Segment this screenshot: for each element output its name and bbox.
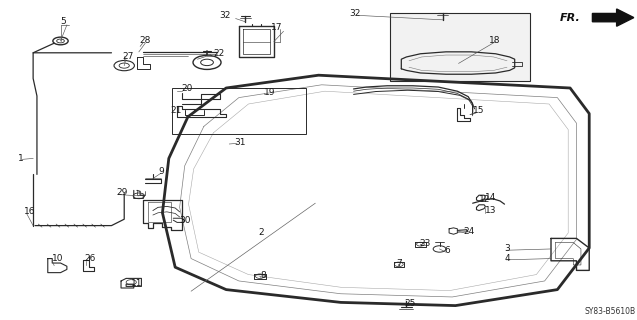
Text: 14: 14 <box>485 193 497 202</box>
Text: 24: 24 <box>464 227 475 236</box>
Text: 16: 16 <box>24 207 36 216</box>
FancyBboxPatch shape <box>390 13 530 81</box>
Polygon shape <box>592 9 634 26</box>
Text: 32: 32 <box>349 9 361 18</box>
Text: 13: 13 <box>485 206 497 215</box>
Text: 29: 29 <box>116 188 127 197</box>
Text: 26: 26 <box>84 254 96 263</box>
Text: 25: 25 <box>404 299 416 308</box>
Text: 4: 4 <box>505 254 510 263</box>
Text: SY83-B5610B: SY83-B5610B <box>585 308 636 316</box>
Text: 28: 28 <box>139 36 150 45</box>
Text: 20: 20 <box>182 84 193 93</box>
Text: 15: 15 <box>473 106 484 115</box>
Text: 10: 10 <box>52 254 64 263</box>
Text: 7: 7 <box>396 260 402 268</box>
Text: 22: 22 <box>213 49 225 58</box>
Text: 19: 19 <box>264 88 276 97</box>
Text: 2: 2 <box>258 228 264 237</box>
Text: 31: 31 <box>234 138 246 147</box>
Text: 23: 23 <box>419 239 431 248</box>
Text: 21: 21 <box>171 106 182 115</box>
Text: 18: 18 <box>489 36 501 44</box>
Text: 1: 1 <box>18 154 24 163</box>
Text: 9: 9 <box>158 167 164 176</box>
Text: 32: 32 <box>220 11 231 20</box>
Text: FR.: FR. <box>559 12 580 23</box>
Text: 27: 27 <box>122 52 134 60</box>
Text: 5: 5 <box>61 17 66 26</box>
Text: 17: 17 <box>271 23 282 32</box>
Text: 6: 6 <box>445 246 450 255</box>
Text: 30: 30 <box>180 216 191 225</box>
Text: 12: 12 <box>479 195 490 204</box>
Text: 11: 11 <box>131 279 142 288</box>
Text: 8: 8 <box>260 271 266 280</box>
Text: 3: 3 <box>505 244 510 253</box>
